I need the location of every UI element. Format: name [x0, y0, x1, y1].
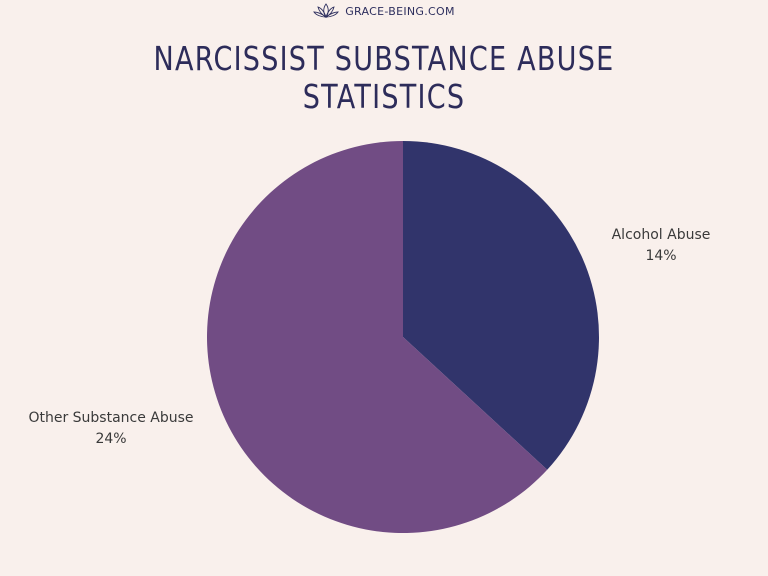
lotus-icon — [313, 3, 340, 18]
slice-label-alcohol-abuse-value: 14% — [645, 248, 677, 264]
slice-label-alcohol-abuse: Alcohol Abuse 14% — [598, 225, 724, 267]
slice-label-alcohol-abuse-category: Alcohol Abuse — [611, 227, 711, 243]
slice-label-other-substance-abuse-category: Other Substance Abuse — [28, 410, 194, 426]
brand-header: GRACE-BEING.COM — [0, 3, 768, 19]
chart-title: NARCISSIST SUBSTANCE ABUSE STATISTICS — [69, 40, 699, 116]
chart-title-line-1: NARCISSIST SUBSTANCE ABUSE — [153, 39, 615, 78]
slice-label-other-substance-abuse-value: 24% — [95, 431, 127, 447]
pie-slice-other-substance-abuse — [207, 141, 548, 533]
slice-label-other-substance-abuse: Other Substance Abuse 24% — [20, 408, 202, 450]
brand-name[interactable]: GRACE-BEING.COM — [345, 4, 455, 18]
chart-title-line-2: STATISTICS — [302, 77, 466, 116]
pie-slice-alcohol-abuse — [403, 141, 600, 470]
